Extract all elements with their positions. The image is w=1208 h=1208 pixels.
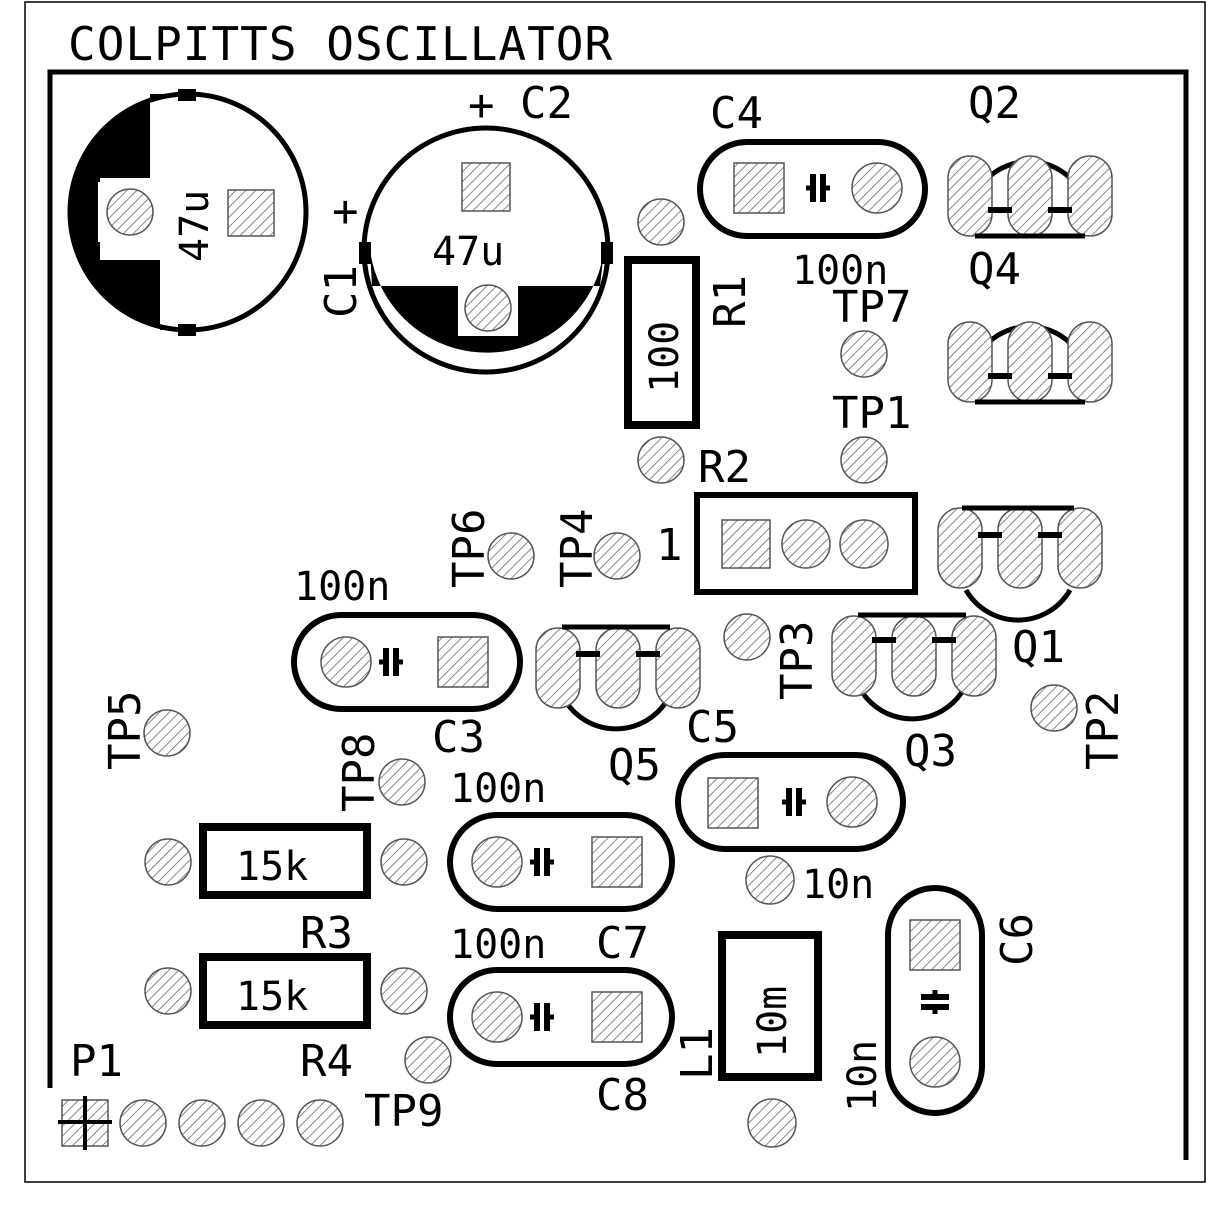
resistor-r1: 100 R1 xyxy=(624,198,756,484)
c3-value: 100n xyxy=(294,564,390,610)
c2-ref: C2 xyxy=(520,78,573,129)
p1-ref: P1 xyxy=(70,1036,123,1087)
svg-text:TP8: TP8 xyxy=(334,733,385,812)
q5-ref: Q5 xyxy=(608,740,661,791)
c1-plus-marker: + xyxy=(332,186,359,237)
r4-ref: R4 xyxy=(300,1036,353,1087)
capacitor-c5: C5 10n xyxy=(675,702,906,908)
transistor-q4: Q4 xyxy=(947,244,1113,405)
silkscreen-frame xyxy=(47,69,1189,1160)
svg-text:TP3: TP3 xyxy=(772,621,823,700)
r3-ref: R3 xyxy=(300,908,353,959)
c4-ref: C4 xyxy=(710,88,763,139)
resistor-r4: 15k R4 xyxy=(144,953,428,1087)
c4-value: 100n xyxy=(792,248,888,294)
c5-ref: C5 xyxy=(686,702,739,753)
capacitor-c6: C6 10n xyxy=(840,885,1043,1116)
capacitor-c8: 100n C7 C8 xyxy=(447,918,675,1121)
testpoint-tp8: TP8 xyxy=(334,733,426,812)
q2-ref: Q2 xyxy=(968,78,1021,129)
c3-ref: C3 xyxy=(432,712,485,763)
board-edge xyxy=(24,1,1206,1183)
r3-value: 15k xyxy=(236,844,308,890)
r2-ref: R2 xyxy=(698,442,751,493)
c6-value: 10n xyxy=(840,1040,886,1112)
q1-ref: Q1 xyxy=(1012,622,1065,673)
testpoint-tp5: TP5 xyxy=(100,691,191,770)
c1-value: 47u xyxy=(172,190,218,262)
svg-text:TP9: TP9 xyxy=(364,1086,443,1137)
transistor-q2: Q2 xyxy=(947,78,1113,239)
testpoint-tp2: TP2 xyxy=(1030,684,1129,770)
c2-value: 47u xyxy=(432,229,504,275)
svg-text:TP1: TP1 xyxy=(832,388,911,439)
r1-ref: R1 xyxy=(705,275,756,328)
r4-value: 15k xyxy=(236,974,308,1020)
c5-extra-pad xyxy=(745,855,795,905)
capacitor-c1: + 47u C1 xyxy=(67,89,367,336)
testpoint-tp1: TP1 xyxy=(832,388,911,484)
r1-value: 100 xyxy=(642,321,688,393)
capacitor-c7: 100n xyxy=(447,766,675,912)
c5-value: 10n xyxy=(802,862,874,908)
q3-ref: Q3 xyxy=(904,726,957,777)
l1-value: 10m xyxy=(750,986,796,1058)
svg-text:TP2: TP2 xyxy=(1078,691,1129,770)
testpoint-tp4: TP4 xyxy=(552,509,641,588)
c8-value: 100n xyxy=(450,922,546,968)
svg-text:TP7: TP7 xyxy=(832,282,911,333)
l1-ref: L1 xyxy=(672,1027,723,1080)
transistor-q1: Q1 xyxy=(937,505,1103,673)
q4-ref: Q4 xyxy=(968,244,1021,295)
resistor-r3: 15k R3 xyxy=(144,823,428,959)
trimmer-r2: R2 1 xyxy=(656,442,918,595)
testpoint-tp7: TP7 xyxy=(832,282,911,378)
transistor-q3: Q3 xyxy=(831,612,997,777)
c7-value-upper: 100n xyxy=(450,766,546,812)
testpoint-tp3: TP3 xyxy=(723,613,823,700)
capacitor-c3: 100n C3 xyxy=(291,564,523,763)
capacitor-c2: 47u + C2 xyxy=(359,78,613,375)
svg-text:TP6: TP6 xyxy=(444,509,495,588)
testpoint-tp6: TP6 xyxy=(444,509,535,588)
r2-pin1-marker: 1 xyxy=(656,520,683,571)
inductor-l1: 10m L1 xyxy=(672,931,822,1148)
transistor-q5: Q5 xyxy=(535,624,701,791)
testpoint-tp9: TP9 xyxy=(364,1036,452,1137)
c1-ref: C1 xyxy=(316,265,367,318)
capacitor-c4: C4 100n xyxy=(697,88,928,294)
svg-text:TP4: TP4 xyxy=(552,509,603,588)
c8-ref: C8 xyxy=(596,1070,649,1121)
c2-plus-marker: + xyxy=(468,80,495,131)
c7-ref: C7 xyxy=(596,918,649,969)
connector-p1: P1 xyxy=(58,1036,344,1150)
c6-ref: C6 xyxy=(992,913,1043,966)
svg-text:TP5: TP5 xyxy=(100,691,151,770)
board-title: COLPITTS OSCILLATOR xyxy=(68,17,613,71)
